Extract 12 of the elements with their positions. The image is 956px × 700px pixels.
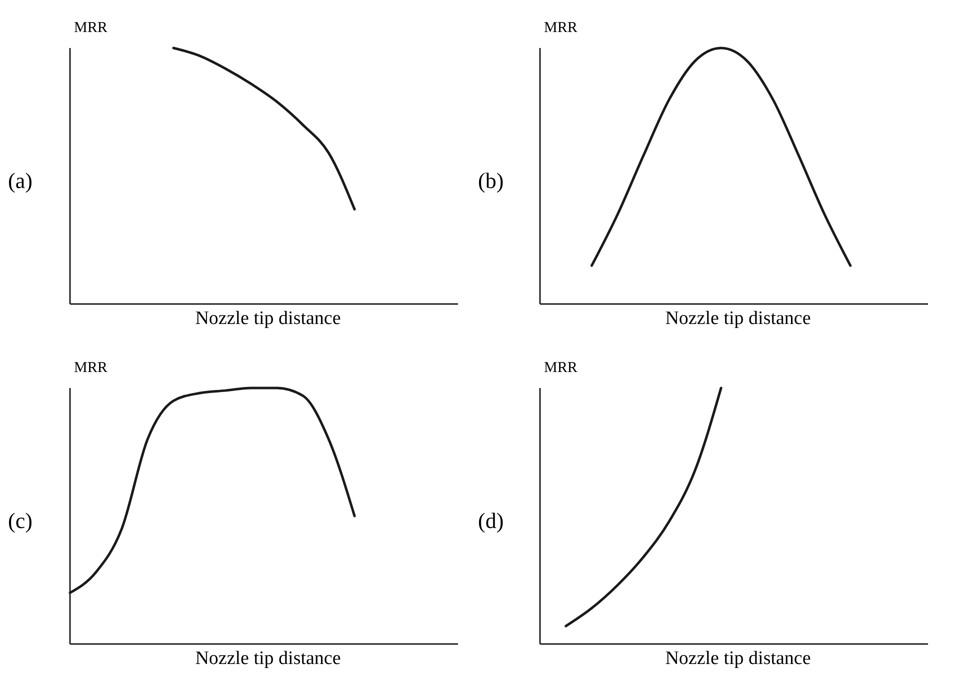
text: (c) — [8, 508, 32, 533]
text: (d) — [478, 508, 504, 533]
text: (b) — [478, 168, 504, 193]
text: (a) — [8, 168, 32, 193]
y-axis-title: MRR — [544, 20, 578, 37]
x-axis-title: Nozzle tip distance — [664, 308, 812, 330]
y-axis-title: MRR — [544, 360, 578, 377]
y-axis-title: MRR — [74, 20, 108, 37]
x-axis-title: Nozzle tip distance — [194, 308, 342, 330]
x-axis-title: Nozzle tip distance — [194, 648, 342, 670]
x-axis-title: Nozzle tip distance — [664, 648, 812, 670]
y-axis-title: MRR — [74, 360, 108, 377]
